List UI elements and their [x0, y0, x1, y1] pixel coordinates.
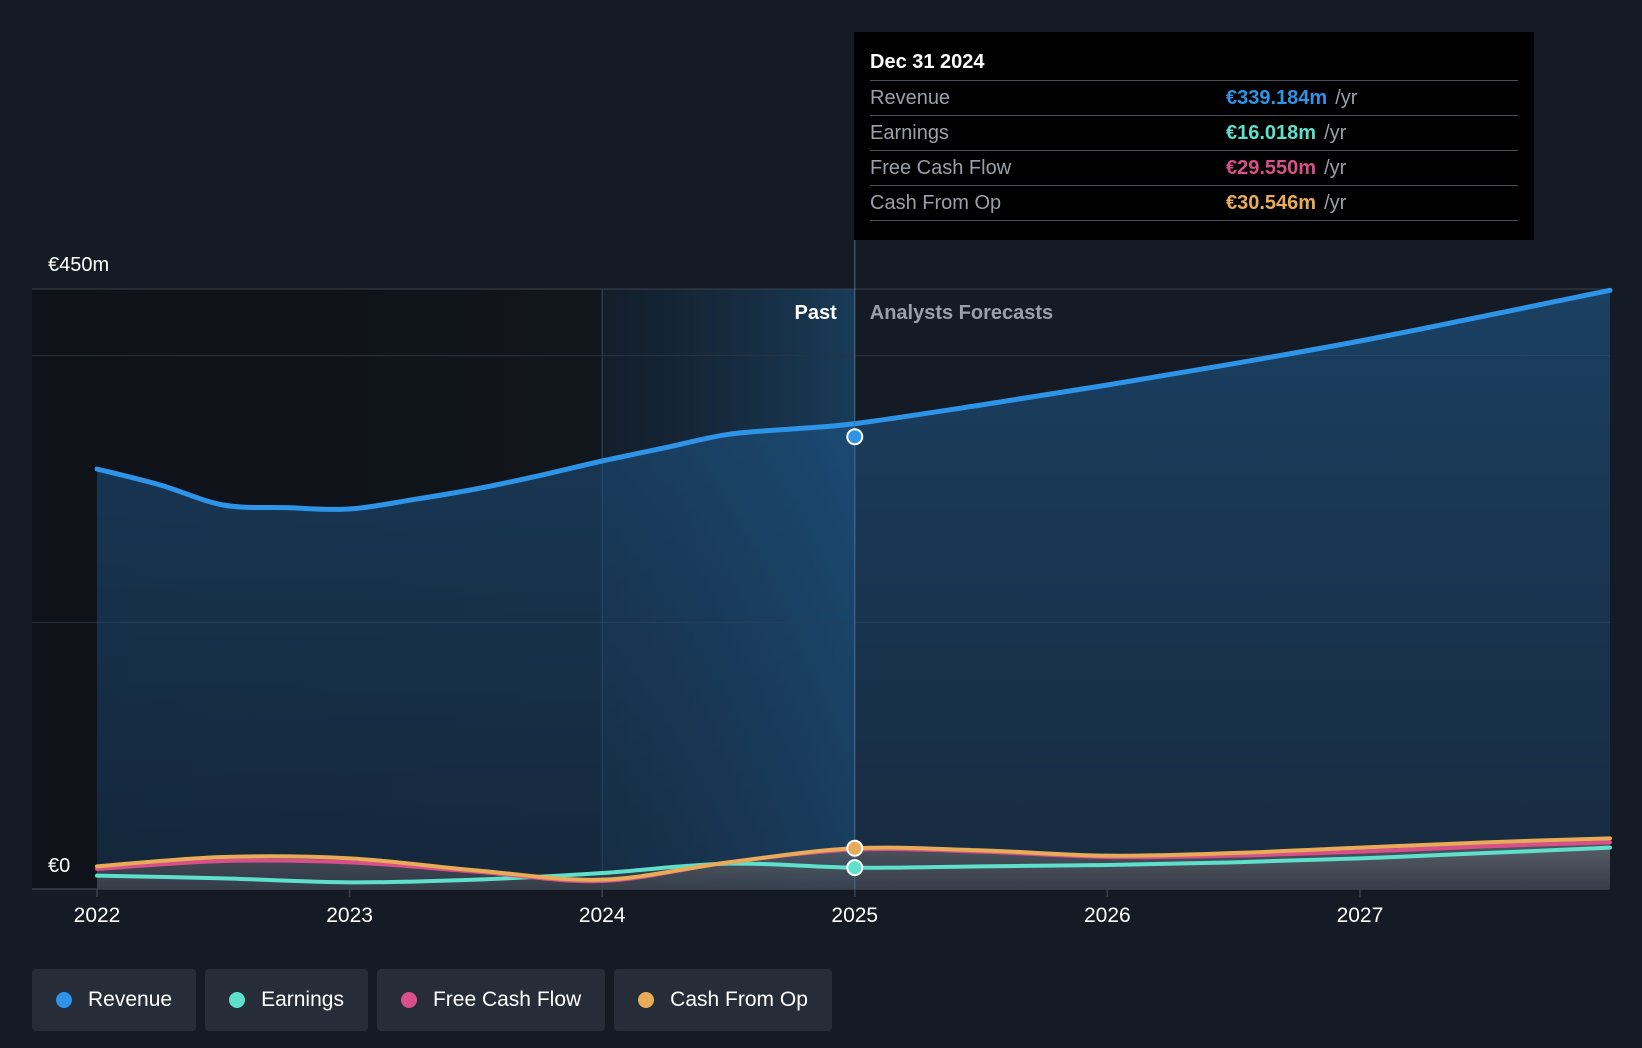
x-tick-label: 2023 — [326, 904, 373, 927]
legend-item-free-cash-flow[interactable]: Free Cash Flow — [376, 969, 606, 1031]
revenue-area — [97, 290, 1610, 889]
tooltip-label: Free Cash Flow — [870, 157, 1012, 179]
legend-label: Revenue — [88, 988, 173, 1011]
tooltip: Dec 31 2024 Revenue €339.184m /yr Earnin… — [854, 32, 1534, 240]
tooltip-value: €16.018m — [1226, 122, 1317, 144]
tooltip-unit: /yr — [1324, 157, 1347, 179]
tooltip-label: Revenue — [870, 87, 951, 109]
legend-item-cash-from-op[interactable]: Cash From Op — [614, 969, 832, 1031]
past-label: Past — [795, 302, 838, 324]
legend-dot-icon — [229, 992, 246, 1008]
tooltip-row-free-cash-flow: Free Cash Flow €29.550m /yr — [870, 151, 1518, 186]
forecast-label: Analysts Forecasts — [870, 302, 1053, 324]
tooltip-row-earnings: Earnings €16.018m /yr — [870, 116, 1518, 151]
x-tick-label: 2026 — [1084, 904, 1131, 927]
x-tick-label: 2025 — [831, 904, 878, 927]
cash-from-op-marker — [846, 839, 864, 857]
tooltip-unit: /yr — [1324, 122, 1347, 144]
y-axis-top-label: €450m — [48, 254, 109, 276]
revenue-line — [94, 287, 1613, 512]
legend-label: Earnings — [261, 988, 344, 1011]
earnings-marker — [846, 859, 864, 877]
y-axis-bottom-label: €0 — [48, 855, 70, 877]
tooltip-unit: /yr — [1324, 192, 1347, 214]
tooltip-row-revenue: Revenue €339.184m /yr — [870, 81, 1518, 116]
x-tick-label: 2024 — [579, 904, 626, 927]
x-tick-label: 2027 — [1337, 904, 1384, 927]
legend-label: Cash From Op — [670, 988, 808, 1011]
legend-item-revenue[interactable]: Revenue — [32, 969, 197, 1031]
legend-item-earnings[interactable]: Earnings — [205, 969, 368, 1031]
legend-dot-icon — [400, 992, 417, 1008]
tooltip-value: €29.550m — [1226, 157, 1317, 179]
tooltip-unit: /yr — [1335, 87, 1358, 109]
tooltip-date: Dec 31 2024 — [870, 44, 1518, 81]
legend-label: Free Cash Flow — [432, 988, 582, 1011]
legend-dot-icon — [56, 992, 72, 1008]
tooltip-value: €339.184m — [1226, 87, 1328, 109]
legend-dot-icon — [638, 992, 655, 1008]
legend: Revenue Earnings Free Cash Flow Cash Fro… — [32, 969, 832, 1031]
revenue-marker — [846, 428, 864, 446]
x-tick-label: 2022 — [74, 904, 121, 927]
tooltip-label: Earnings — [870, 122, 949, 144]
tooltip-value: €30.546m — [1226, 192, 1317, 214]
tooltip-row-cash-from-op: Cash From Op €30.546m /yr — [870, 186, 1518, 221]
tooltip-label: Cash From Op — [870, 192, 1002, 214]
